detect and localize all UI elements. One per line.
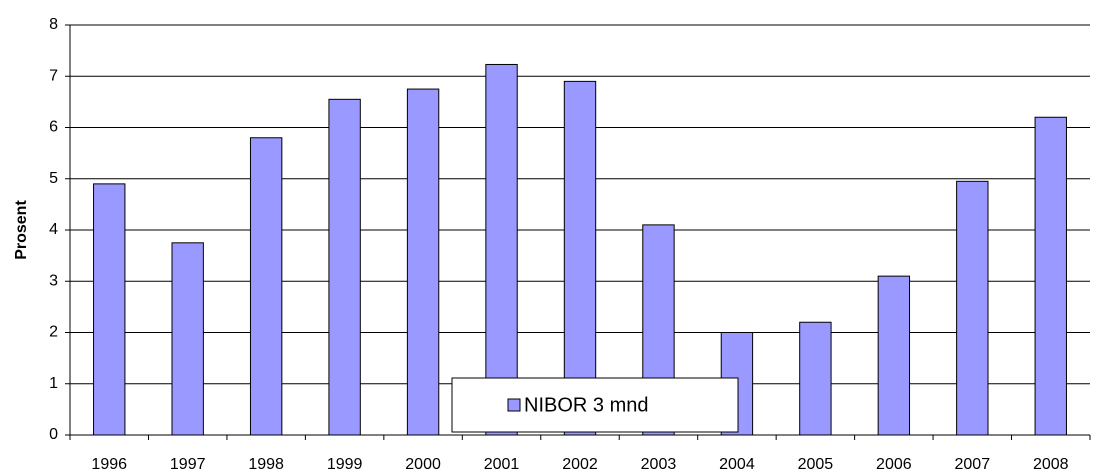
x-tick-label: 2006 [876, 456, 912, 473]
bar [93, 183, 126, 436]
x-tick-label: 2005 [798, 456, 834, 473]
y-tick-label: 6 [49, 119, 58, 136]
legend-swatch [507, 398, 521, 412]
legend-box [451, 377, 739, 433]
bar [485, 63, 518, 436]
bar [956, 180, 989, 436]
x-tick-label: 2004 [719, 456, 755, 473]
y-tick-label: 2 [49, 324, 58, 341]
y-tick-label: 5 [49, 170, 58, 187]
y-tick-label: 4 [49, 221, 58, 238]
y-tick-label: 3 [49, 272, 58, 289]
x-tick-label: 2008 [1033, 456, 1069, 473]
x-tick-label: 1997 [170, 456, 206, 473]
y-axis-label: Prosent [13, 200, 30, 260]
y-tick-label: 1 [49, 375, 58, 392]
x-tick-label: 1999 [327, 456, 363, 473]
bar [1034, 116, 1067, 436]
legend-label: NIBOR 3 mnd [524, 394, 648, 416]
y-tick-label: 8 [49, 16, 58, 33]
bar [249, 137, 283, 436]
bar [799, 321, 832, 436]
x-tick-label: 2001 [484, 456, 520, 473]
bar [406, 88, 440, 436]
legend: NIBOR 3 mnd [451, 377, 739, 433]
bar [328, 98, 361, 436]
bar [563, 80, 597, 436]
bar [877, 275, 911, 436]
x-tick-label: 2000 [405, 456, 441, 473]
x-tick-label: 2007 [955, 456, 991, 473]
y-tick-label: 7 [49, 67, 58, 84]
x-tick-label: 1998 [248, 456, 284, 473]
x-tick-label: 2002 [562, 456, 598, 473]
x-tick-label: 1996 [91, 456, 127, 473]
y-tick-label: 0 [49, 426, 58, 443]
bar [171, 242, 204, 436]
x-tick-label: 2003 [641, 456, 677, 473]
